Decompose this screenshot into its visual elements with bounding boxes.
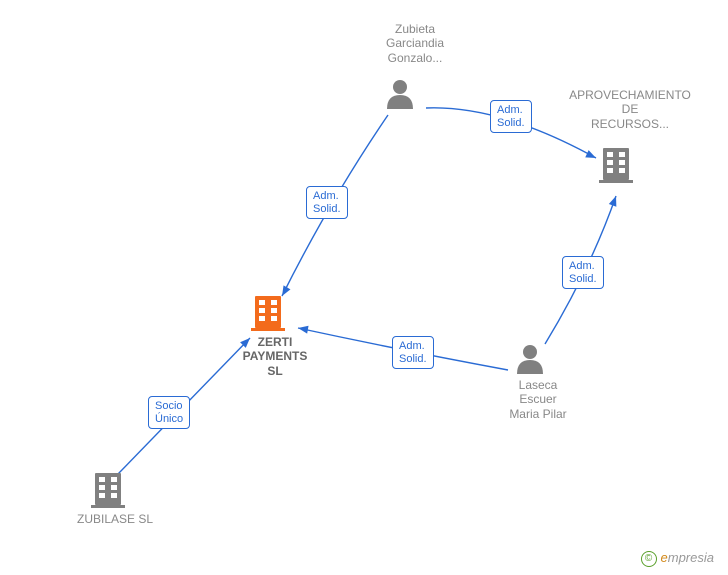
watermark-brand-first: e — [661, 550, 668, 565]
person-icon — [387, 80, 413, 109]
person-icon — [517, 345, 543, 374]
copyright-icon: © — [641, 551, 657, 567]
node-label-aprovechamiento: APROVECHAMIENTO DE RECURSOS... — [555, 88, 705, 131]
edge-label-laseca-aprov: Adm. Solid. — [562, 256, 604, 289]
building-icon — [251, 296, 285, 331]
edge-label-zubieta-aprov: Adm. Solid. — [490, 100, 532, 133]
edge-arrow-zubieta-aprov — [585, 150, 597, 161]
node-label-zubilase: ZUBILASE SL — [60, 512, 170, 526]
edge-label-zubilase-zerti: Socio Único — [148, 396, 190, 429]
node-person-laseca[interactable] — [517, 345, 543, 374]
node-building-aprovechamiento[interactable] — [599, 148, 633, 183]
diagram-canvas — [0, 0, 728, 575]
edge-arrow-laseca-aprov — [609, 195, 620, 207]
edge-label-zubieta-zerti: Adm. Solid. — [306, 186, 348, 219]
edge-label-laseca-zerti: Adm. Solid. — [392, 336, 434, 369]
watermark-brand-rest: mpresia — [668, 550, 714, 565]
building-icon — [599, 148, 633, 183]
node-label-laseca: Laseca Escuer Maria Pilar — [498, 378, 578, 421]
node-building-zerti[interactable] — [251, 296, 285, 331]
node-building-zubilase[interactable] — [91, 473, 125, 508]
watermark: © empresia — [641, 550, 714, 567]
building-icon — [91, 473, 125, 508]
node-label-zubieta: Zubieta Garciandia Gonzalo... — [370, 22, 460, 65]
node-person-zubieta[interactable] — [387, 80, 413, 109]
node-label-zerti: ZERTI PAYMENTS SL — [230, 335, 320, 378]
